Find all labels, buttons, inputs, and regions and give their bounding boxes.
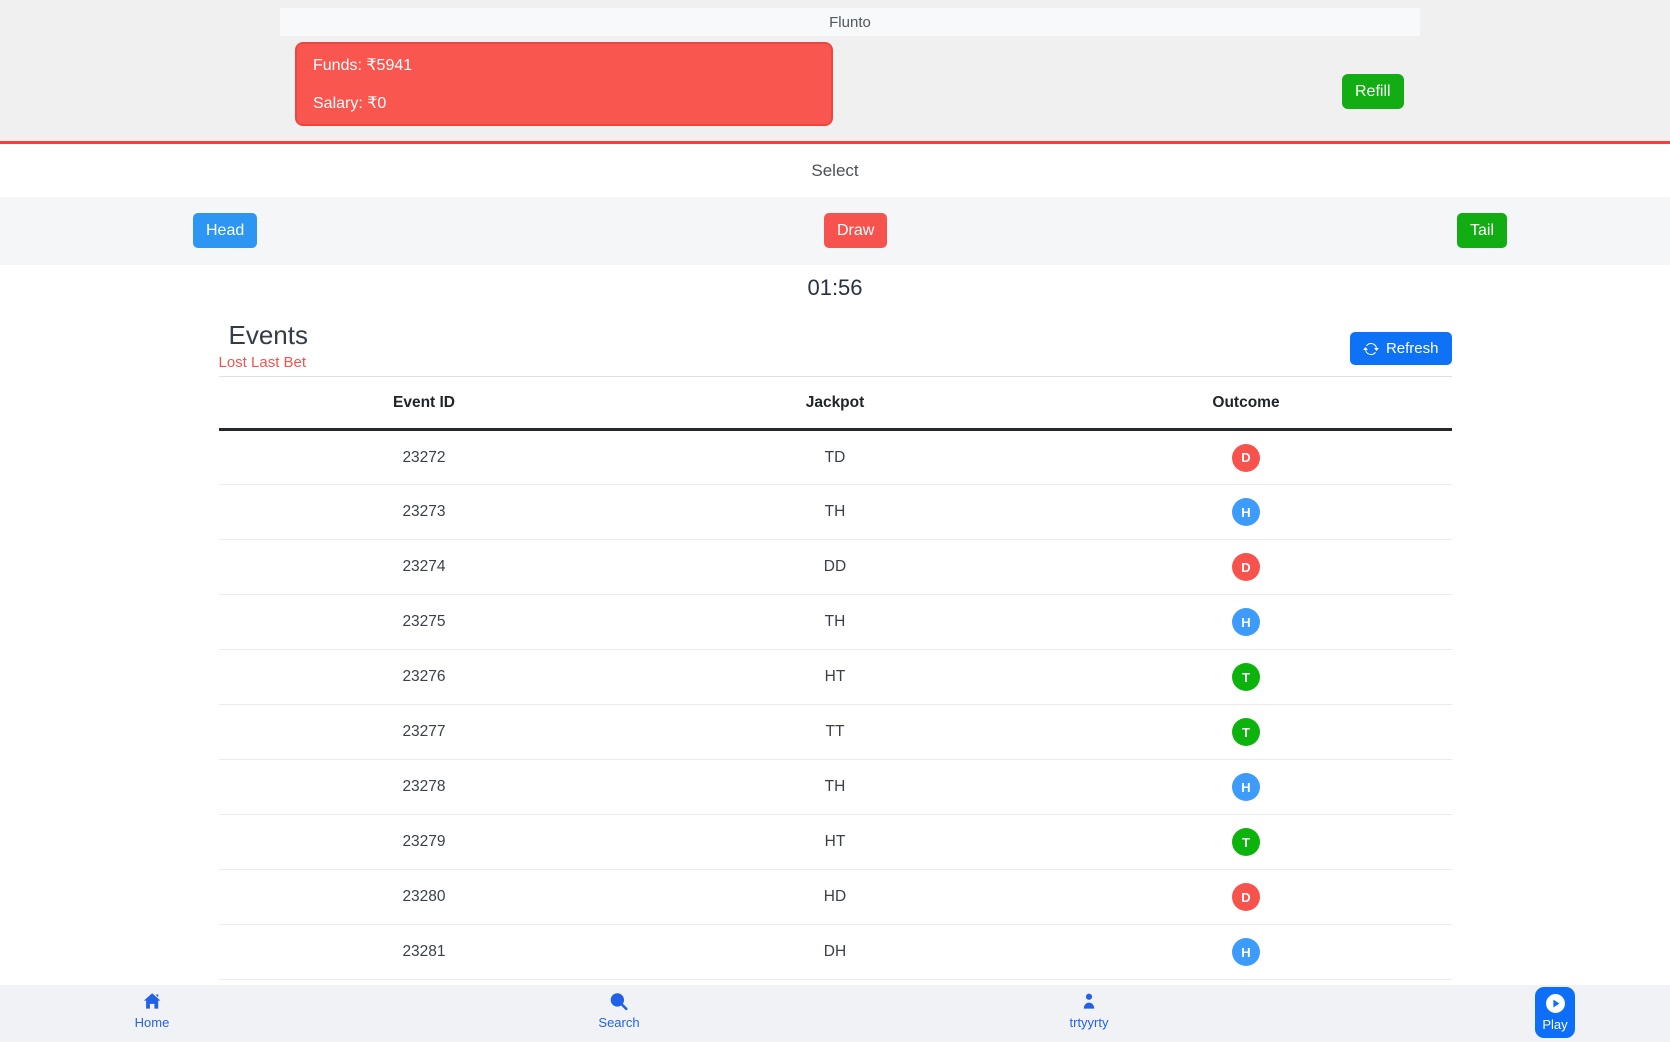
jackpot-cell: HT bbox=[629, 814, 1041, 870]
outcome-cell: D bbox=[1040, 539, 1452, 595]
jackpot-cell: DH bbox=[629, 924, 1041, 980]
events-title: Events bbox=[228, 320, 309, 350]
table-row: 23276 HT T bbox=[218, 649, 1452, 705]
jackpot-cell: HT bbox=[629, 649, 1041, 705]
events-table: Event ID Jackpot Outcome 23272 TD D 2327… bbox=[218, 376, 1452, 980]
user-icon bbox=[1080, 992, 1099, 1011]
outcome-badge: H bbox=[1232, 773, 1260, 801]
play-label: Play bbox=[1542, 1017, 1568, 1032]
events-heading-block: Events Lost Last Bet bbox=[219, 320, 309, 371]
refresh-button[interactable]: Refresh bbox=[1349, 332, 1452, 365]
search-icon bbox=[609, 992, 628, 1011]
draw-button[interactable]: Draw bbox=[824, 213, 888, 249]
refresh-label: Refresh bbox=[1385, 339, 1439, 357]
event-id-cell: 23276 bbox=[218, 649, 630, 705]
app-title-bar: Flunto bbox=[280, 8, 1420, 36]
outcome-cell: T bbox=[1040, 649, 1452, 705]
head-button[interactable]: Head bbox=[193, 213, 258, 249]
lost-last-bet-status: Lost Last Bet bbox=[218, 354, 307, 371]
table-row: 23273 TH H bbox=[218, 484, 1452, 540]
outcome-badge: D bbox=[1232, 553, 1260, 581]
table-row: 23275 TH H bbox=[218, 594, 1452, 650]
funds-label: Funds: ₹5941 bbox=[313, 57, 413, 74]
table-row: 23280 HD D bbox=[218, 869, 1452, 925]
nav-item-search[interactable]: Search bbox=[598, 992, 640, 1030]
refill-button[interactable]: Refill bbox=[1342, 74, 1404, 110]
table-row: 23281 DH H bbox=[218, 924, 1452, 980]
nav-label-profile: trtyyrty bbox=[1069, 1015, 1109, 1030]
select-band: Head Draw Tail bbox=[0, 197, 1670, 265]
outcome-cell: H bbox=[1040, 924, 1452, 980]
table-header-row: Event ID Jackpot Outcome bbox=[218, 376, 1452, 431]
outcome-badge: H bbox=[1232, 498, 1260, 526]
outcome-cell: T bbox=[1040, 704, 1452, 760]
outcome-badge: D bbox=[1232, 883, 1260, 911]
event-id-cell: 23273 bbox=[218, 484, 630, 540]
jackpot-cell: HD bbox=[629, 869, 1041, 925]
outcome-cell: D bbox=[1040, 869, 1452, 925]
event-id-cell: 23279 bbox=[218, 814, 630, 870]
app-title: Flunto bbox=[829, 13, 871, 31]
countdown-timer: 01:56 bbox=[807, 274, 863, 300]
events-panel: Events Lost Last Bet Refresh Event ID Ja… bbox=[218, 310, 1452, 980]
outcome-cell: H bbox=[1040, 759, 1452, 815]
table-row: 23279 HT T bbox=[218, 814, 1452, 870]
nav-item-home[interactable]: Home bbox=[134, 992, 170, 1030]
outcome-badge: T bbox=[1232, 718, 1260, 746]
outcome-cell: H bbox=[1040, 594, 1452, 650]
event-id-cell: 23272 bbox=[218, 429, 630, 485]
table-row: 23272 TD D bbox=[218, 429, 1452, 485]
bottom-nav: Home Search trtyyrty bbox=[0, 985, 1670, 1042]
events-header: Events Lost Last Bet Refresh bbox=[219, 310, 1452, 376]
event-id-cell: 23278 bbox=[218, 759, 630, 815]
nav-item-profile[interactable]: trtyyrty bbox=[1070, 992, 1109, 1030]
refresh-icon bbox=[1363, 341, 1379, 357]
event-id-cell: 23281 bbox=[218, 924, 630, 980]
funds-card: Funds: ₹5941 Salary: ₹0 bbox=[295, 42, 833, 126]
select-section: Select bbox=[0, 144, 1670, 197]
event-id-cell: 23274 bbox=[218, 539, 630, 595]
table-row: 23277 TT T bbox=[218, 704, 1452, 760]
select-title: Select bbox=[811, 160, 859, 180]
column-header-jackpot: Jackpot bbox=[629, 376, 1041, 431]
outcome-badge: H bbox=[1232, 938, 1260, 966]
nav-label-home: Home bbox=[134, 1015, 170, 1030]
event-id-cell: 23277 bbox=[218, 704, 630, 760]
home-icon bbox=[143, 992, 162, 1011]
event-id-cell: 23275 bbox=[218, 594, 630, 650]
jackpot-cell: DD bbox=[629, 539, 1041, 595]
jackpot-cell: TT bbox=[629, 704, 1041, 760]
outcome-cell: H bbox=[1040, 484, 1452, 540]
outcome-badge: T bbox=[1232, 828, 1260, 856]
column-header-outcome: Outcome bbox=[1040, 376, 1452, 431]
play-button[interactable]: Play bbox=[1535, 987, 1575, 1038]
table-row: 23278 TH H bbox=[218, 759, 1452, 815]
salary-label: Salary: ₹0 bbox=[313, 95, 387, 112]
outcome-badge: H bbox=[1232, 608, 1260, 636]
tail-button[interactable]: Tail bbox=[1457, 213, 1508, 249]
jackpot-cell: TH bbox=[629, 759, 1041, 815]
outcome-cell: T bbox=[1040, 814, 1452, 870]
outcome-badge: D bbox=[1232, 443, 1260, 472]
nav-label-search: Search bbox=[598, 1015, 640, 1030]
table-row: 23274 DD D bbox=[218, 539, 1452, 595]
outcome-cell: D bbox=[1040, 429, 1452, 485]
timer-section: 01:56 bbox=[0, 265, 1670, 310]
jackpot-cell: TH bbox=[629, 594, 1041, 650]
jackpot-cell: TD bbox=[629, 429, 1041, 485]
header: Flunto Funds: ₹5941 Salary: ₹0 Refill bbox=[0, 0, 1670, 144]
outcome-badge: T bbox=[1232, 663, 1260, 691]
play-icon bbox=[1545, 993, 1566, 1014]
jackpot-cell: TH bbox=[629, 484, 1041, 540]
event-id-cell: 23280 bbox=[218, 869, 630, 925]
column-header-event-id: Event ID bbox=[218, 376, 630, 431]
